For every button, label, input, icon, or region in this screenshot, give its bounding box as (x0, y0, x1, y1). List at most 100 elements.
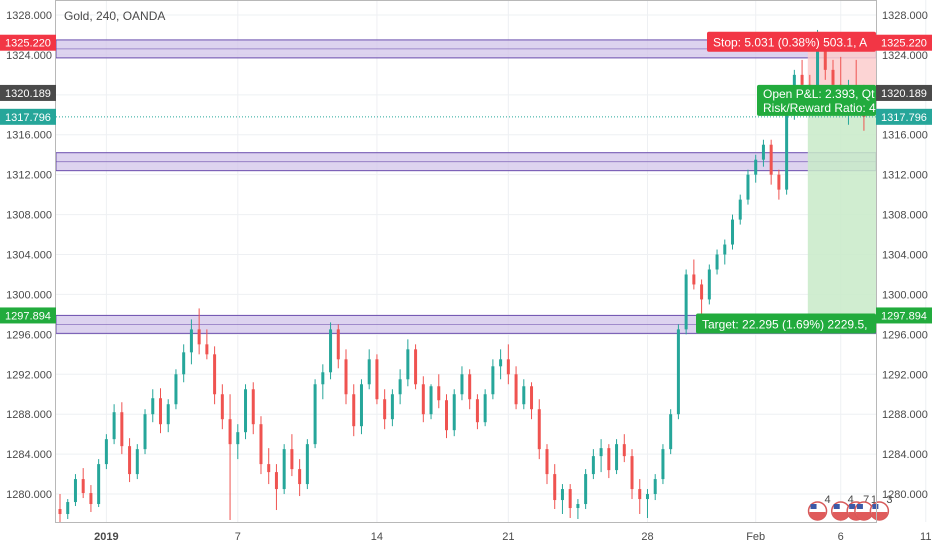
candle-body (313, 384, 317, 445)
candle (769, 139, 773, 185)
candle-body (274, 472, 278, 490)
candle (58, 494, 62, 522)
event-badge[interactable]: 1 (854, 494, 877, 521)
candle (468, 369, 472, 410)
candle-body (460, 374, 464, 395)
candle-body (367, 359, 371, 385)
current-price-tag-right: 1317.796 (876, 108, 932, 125)
candle-body (336, 329, 340, 360)
candle (483, 389, 487, 427)
y-tick-label-left: 1280.000 (6, 489, 52, 501)
candle (120, 402, 124, 455)
candle-body (591, 456, 595, 475)
candle-body (738, 199, 742, 220)
y-tick-label-right: 1292.000 (882, 369, 928, 381)
target-label[interactable] (696, 313, 876, 334)
candle (645, 489, 649, 519)
candle-body (684, 274, 688, 330)
candles (58, 29, 866, 522)
candle (274, 464, 278, 511)
y-tick-label-right: 1324.000 (882, 50, 928, 62)
event-badge[interactable]: 3 (869, 494, 892, 521)
candle (158, 388, 162, 434)
candle (143, 409, 147, 455)
candle (715, 249, 719, 275)
y-tick-label-left: 1288.000 (6, 409, 52, 421)
x-tick-label: 21 (502, 531, 514, 543)
target-price-tag-text: 1297.894 (881, 310, 927, 322)
candle-body (174, 374, 178, 405)
current-price-tag-text: 1317.796 (881, 112, 927, 124)
candle-body (421, 384, 425, 415)
event-badge-count: 4 (848, 494, 854, 506)
candle (615, 439, 619, 475)
flag-stripe (871, 512, 888, 520)
candle (445, 394, 448, 439)
candle (437, 374, 441, 409)
candle-body (104, 439, 108, 465)
candle (135, 444, 139, 480)
candle-body (58, 509, 62, 515)
candle (329, 322, 333, 380)
flag-canton (849, 504, 856, 509)
candle (414, 344, 418, 390)
candle-body (746, 174, 750, 200)
flag-canton (872, 504, 879, 509)
x-tick-label: 7 (235, 531, 241, 543)
flag-canton (856, 504, 863, 509)
event-badge-count: 4 (824, 494, 830, 506)
y-tick-label-right: 1308.000 (882, 210, 928, 222)
candle (700, 279, 704, 315)
candle (560, 484, 564, 515)
candle (104, 434, 108, 470)
candle-body (305, 444, 309, 485)
plot-frame (55, 0, 877, 523)
y-tick-label-right: 1288.000 (882, 409, 928, 421)
entry-price-tag-text: 1320.189 (5, 88, 51, 100)
candle (290, 434, 294, 477)
candle-body (182, 352, 186, 375)
candle-body (506, 359, 510, 375)
stop-price-tag-bg (0, 34, 56, 51)
candle (785, 109, 789, 195)
candle-body (816, 39, 820, 100)
stop-label[interactable] (707, 31, 876, 52)
pnl-label[interactable] (757, 84, 876, 116)
candle-body (692, 274, 696, 285)
candle-body (707, 269, 711, 300)
x-tick-label: Feb (746, 531, 765, 543)
current-price-tag-bg (876, 108, 932, 125)
candle (576, 499, 580, 520)
candle-body (282, 449, 286, 490)
candle (236, 424, 240, 460)
event-badge[interactable]: 4 (830, 494, 854, 521)
candle-body (189, 329, 193, 353)
candle-body (761, 144, 765, 160)
candle (653, 474, 657, 501)
flag-stripe (832, 512, 849, 520)
x-tick-label: 28 (641, 531, 653, 543)
y-tick-label-left: 1296.000 (6, 329, 52, 341)
candle (73, 474, 77, 507)
candle-body (267, 464, 271, 473)
stop-price-tag-bg (876, 34, 932, 51)
event-badge[interactable]: 4 (807, 494, 831, 521)
candle-body (468, 374, 472, 400)
candle-body (530, 386, 534, 410)
candle (460, 366, 464, 401)
chart-title: Gold, 240, OANDA (64, 9, 165, 23)
candle (522, 379, 526, 410)
candle (530, 382, 534, 420)
candle (375, 354, 379, 405)
candle-body (607, 448, 611, 471)
candle-body (128, 446, 132, 475)
y-tick-label-right: 1312.000 (882, 170, 928, 182)
stop-price-tag-left: 1325.220 (0, 34, 56, 51)
candle (429, 384, 433, 420)
position-labels: 1325.220 1325.220 1320.189 1320.189 1317.796… (0, 31, 932, 334)
target-area[interactable] (807, 92, 876, 316)
candle-body (406, 349, 410, 380)
candle (800, 59, 804, 90)
target-price-tag-bg (0, 307, 56, 324)
